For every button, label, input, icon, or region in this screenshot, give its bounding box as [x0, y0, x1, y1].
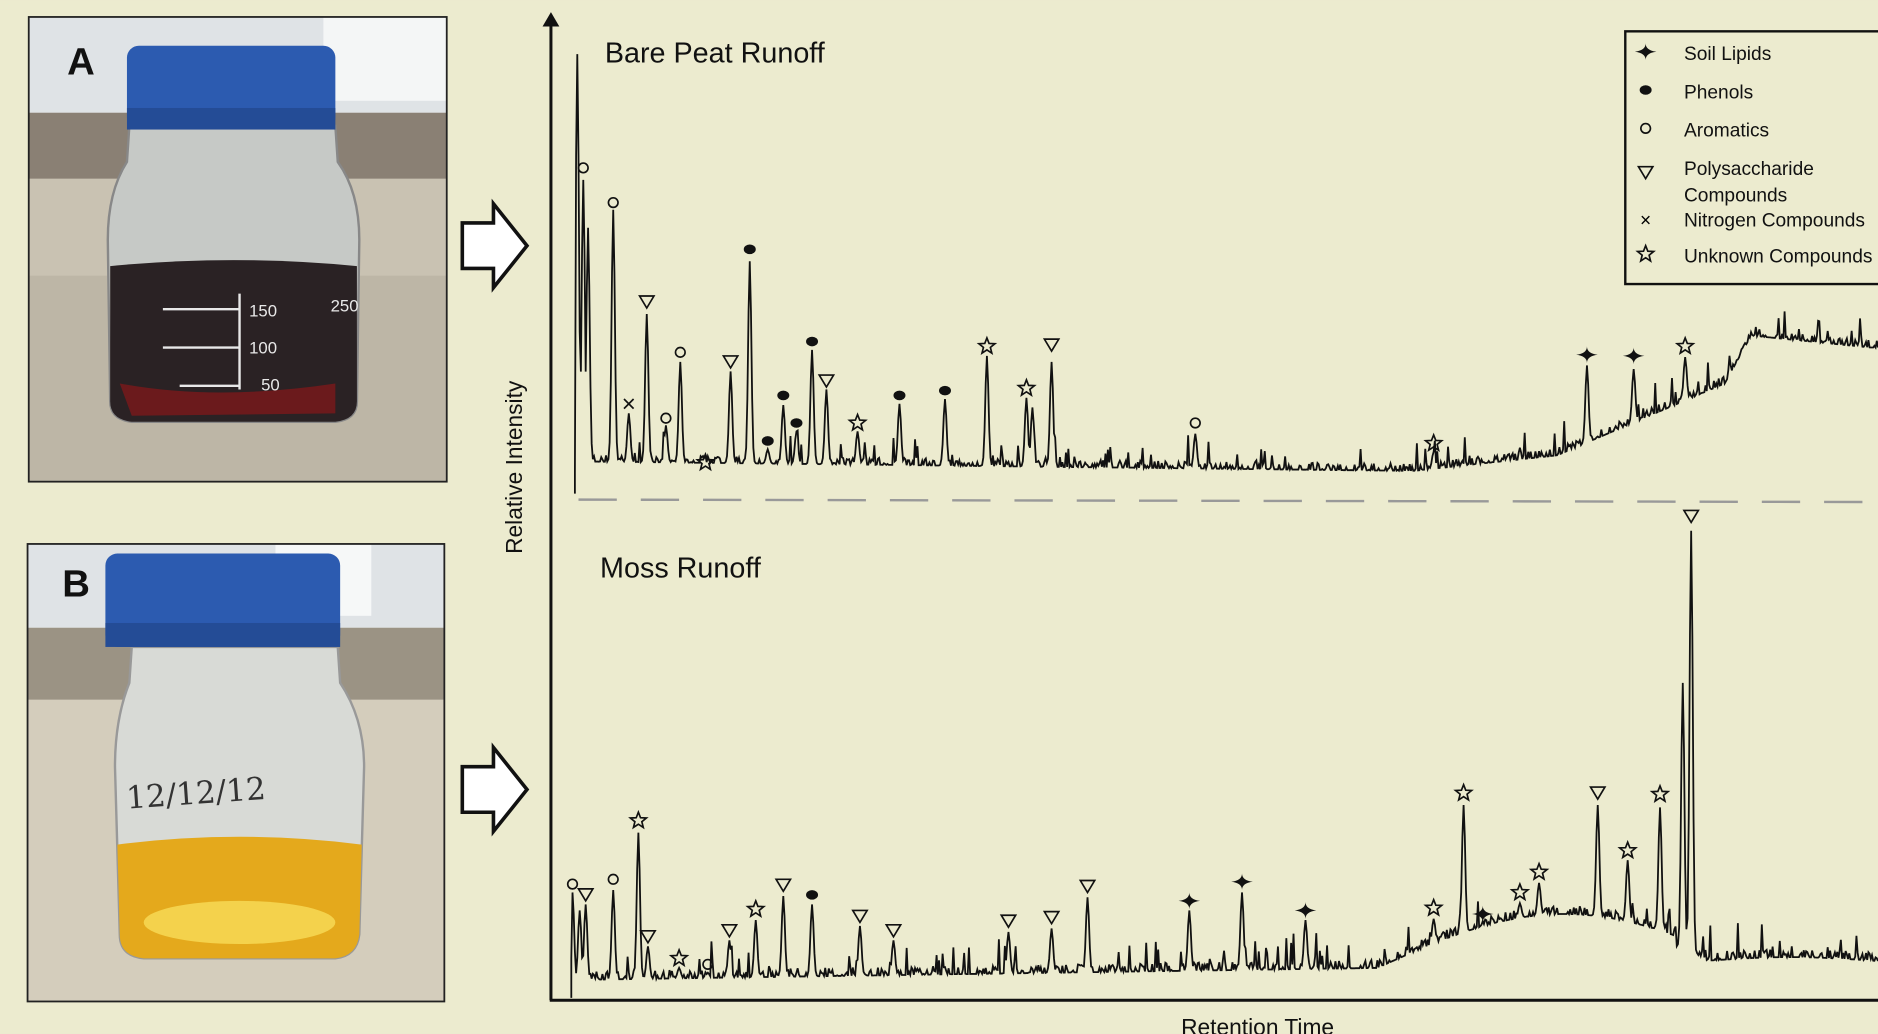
photo-a: 250 150 100 50 A	[27, 16, 448, 483]
marker-polysaccharide	[1589, 786, 1607, 801]
marker-phenol	[893, 390, 906, 401]
marker-polysaccharide	[721, 355, 740, 370]
beaker-mark: 150	[249, 301, 277, 320]
marker-polysaccharide	[1636, 165, 1655, 181]
legend-entries: Soil Lipids Phenols Aromatics Polysaccharid…	[1634, 43, 1872, 267]
y-axis-label: Relative Intensity	[501, 380, 527, 554]
marker-lipid	[1576, 346, 1598, 364]
peak-markers	[566, 162, 1700, 970]
marker-aromatic	[607, 873, 619, 885]
marker-polysaccharide	[720, 923, 739, 939]
marker-lipid	[1634, 43, 1657, 61]
marker-lipid	[1178, 892, 1201, 910]
marker-phenol	[1639, 85, 1652, 95]
marker-unknown	[745, 898, 767, 918]
chromatogram-title: Moss Runoff	[600, 552, 762, 584]
chromatogram-trace	[573, 54, 1878, 494]
marker-polysaccharide	[884, 923, 903, 939]
beaker-marks: 250 150 100 50	[249, 297, 358, 395]
marker-nitrogen	[623, 398, 635, 410]
marker-phenol	[761, 436, 774, 446]
marker-unknown	[695, 451, 716, 472]
photo-b: 12/12/12 B	[26, 543, 446, 1003]
legend-label: Soil Lipids	[1684, 44, 1771, 65]
legend-label: Compounds	[1684, 185, 1787, 206]
axis-arrow	[542, 12, 560, 27]
panel-label: B	[62, 563, 90, 606]
marker-unknown	[1617, 839, 1638, 860]
marker-polysaccharide	[999, 914, 1018, 929]
marker-unknown	[976, 335, 998, 356]
marker-unknown	[847, 412, 868, 432]
marker-phenol	[806, 336, 819, 347]
marker-unknown	[1528, 861, 1550, 881]
marker-polysaccharide	[638, 295, 656, 310]
marker-unknown	[1016, 377, 1037, 397]
marker-unknown	[1453, 782, 1474, 802]
marker-unknown	[1423, 897, 1444, 917]
marker-phenol	[939, 385, 951, 396]
marker-unknown	[1509, 881, 1531, 902]
marker-lipid	[1471, 905, 1494, 923]
arrow	[460, 198, 530, 293]
marker-polysaccharide	[817, 374, 836, 389]
marker-lipid	[1294, 902, 1317, 919]
marker-unknown	[1423, 432, 1444, 453]
beaker-mark: 100	[249, 339, 277, 358]
marker-phenol	[743, 244, 756, 255]
marker-phenol	[777, 390, 790, 401]
marker-unknown	[1674, 335, 1696, 356]
marker-polysaccharide	[577, 888, 595, 903]
marker-aromatic	[1640, 122, 1652, 134]
marker-phenol	[790, 418, 803, 428]
traces	[570, 54, 1878, 998]
beaker-mark: 250	[331, 297, 359, 316]
marker-unknown	[628, 809, 649, 830]
marker-polysaccharide	[774, 878, 792, 893]
arrow	[460, 742, 530, 837]
marker-aromatic	[566, 878, 579, 890]
marker-polysaccharide	[851, 909, 869, 925]
marker-aromatic	[702, 958, 714, 970]
panel-label: A	[67, 40, 95, 83]
marker-phenol	[806, 890, 819, 900]
marker-lipid	[1622, 347, 1645, 365]
legend-label: Unknown Compounds	[1684, 246, 1872, 267]
marker-polysaccharide	[639, 929, 657, 945]
marker-unknown	[1635, 243, 1656, 263]
marker-aromatic	[674, 346, 686, 358]
legend-label: Phenols	[1684, 82, 1753, 103]
marker-unknown	[1649, 783, 1671, 803]
legend-label: Polysaccharide	[1684, 159, 1814, 180]
marker-aromatic	[607, 196, 619, 209]
legend-label: Aromatics	[1684, 121, 1769, 142]
legend-label: Nitrogen Compounds	[1684, 211, 1865, 232]
marker-polysaccharide	[1042, 910, 1061, 926]
beaker-mark: 50	[261, 376, 280, 395]
marker-polysaccharide	[1682, 509, 1700, 525]
marker-lipid	[1231, 873, 1253, 891]
chromatogram-title: Bare Peat Runoff	[605, 37, 826, 69]
marker-polysaccharide	[1042, 338, 1061, 353]
marker-aromatic	[577, 162, 589, 174]
legend	[1624, 30, 1878, 286]
chromatogram-trace	[570, 530, 1878, 998]
marker-aromatic	[660, 412, 672, 424]
x-axis-label: Retention Time	[1181, 1014, 1334, 1034]
separator	[578, 498, 1878, 504]
legend-symbol: ×	[1640, 211, 1651, 232]
marker-aromatic	[1189, 417, 1201, 429]
marker-polysaccharide	[1078, 879, 1097, 895]
marker-unknown	[668, 947, 690, 968]
